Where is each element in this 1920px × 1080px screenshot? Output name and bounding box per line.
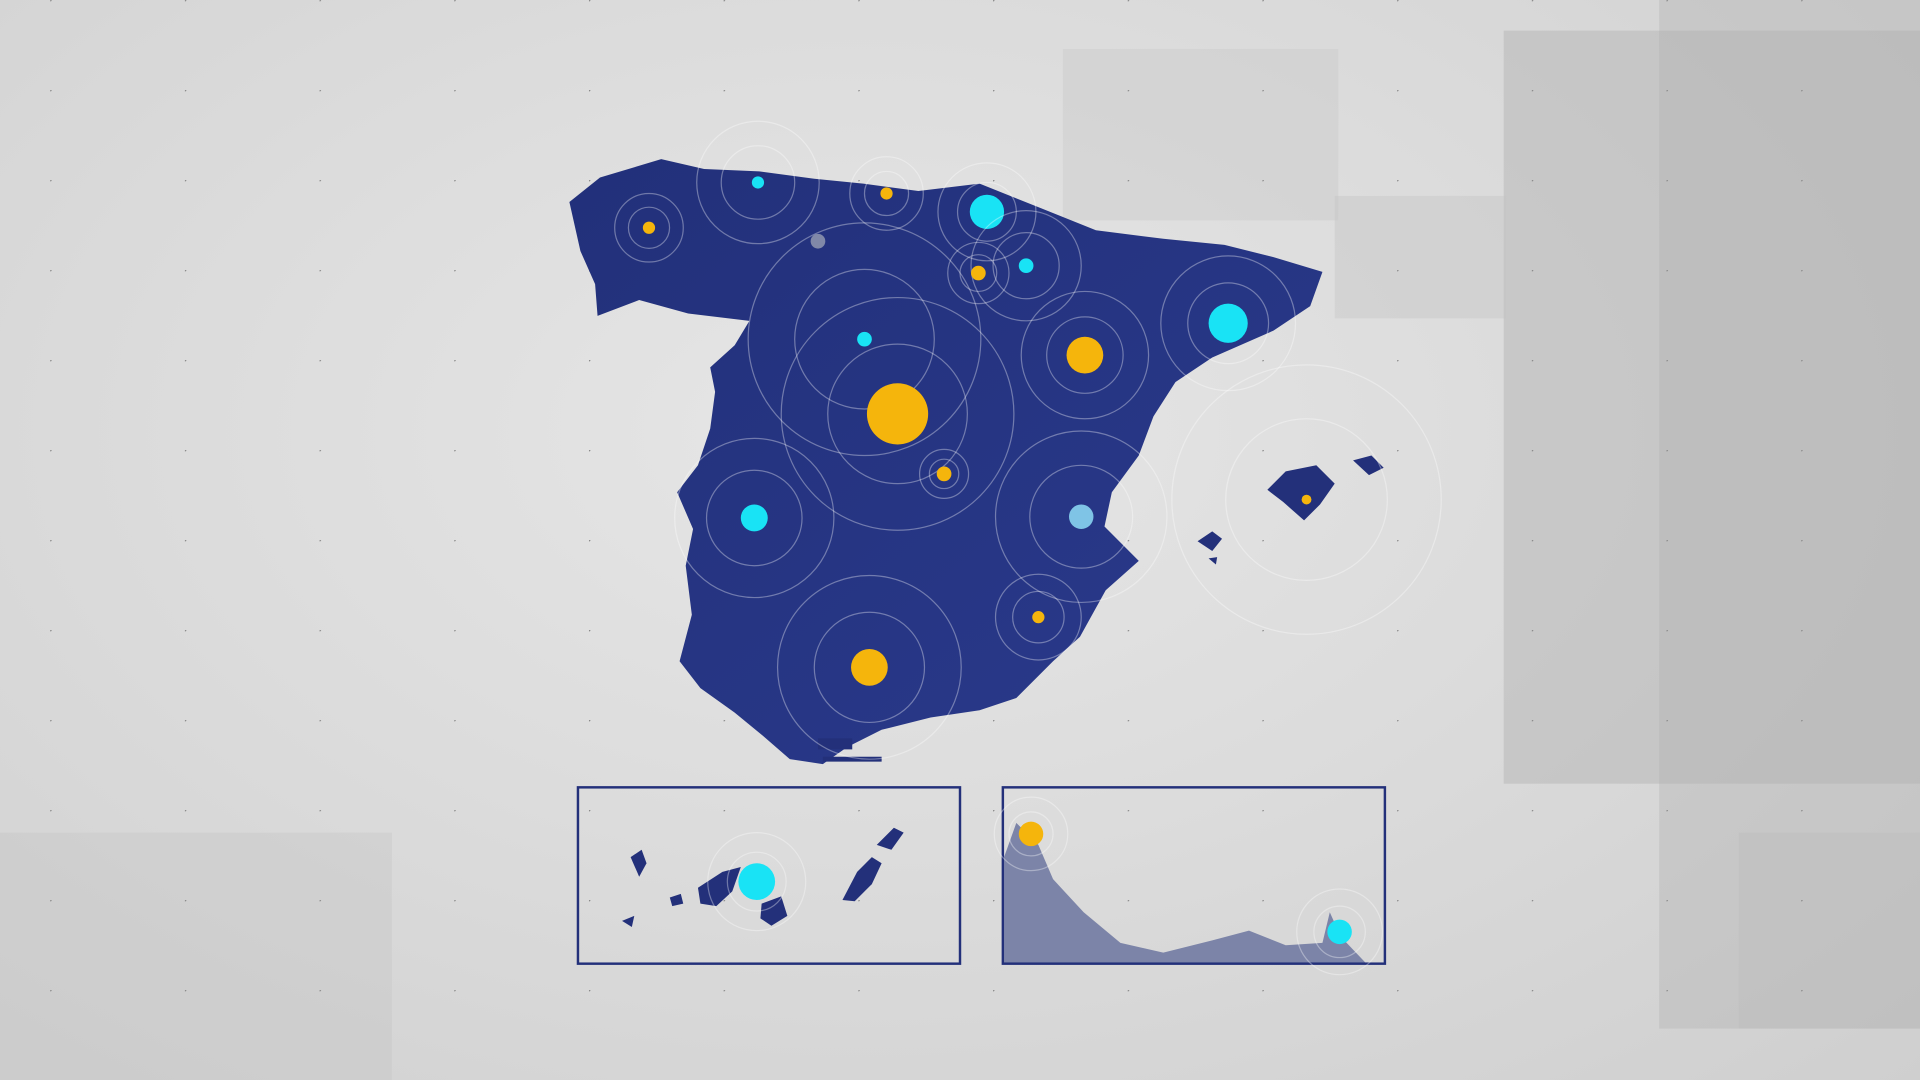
marker-ring: [720, 145, 796, 220]
map-marker-cyan: [1327, 919, 1352, 945]
marker-ring: [1313, 905, 1366, 959]
marker-ring: [813, 611, 926, 724]
map-marker-cyan: [738, 863, 776, 900]
map-marker-orange: [1066, 336, 1104, 374]
marker-ring: [747, 222, 982, 457]
map-marker-cyan: [1018, 258, 1034, 274]
marker-ring: [863, 170, 910, 217]
map-marker-orange: [880, 187, 893, 200]
marker-ring: [674, 437, 835, 599]
map-marker-lightblue: [1068, 504, 1094, 529]
marker-ring: [1008, 811, 1054, 857]
map-marker-cyan: [969, 194, 1005, 229]
map-marker-orange: [851, 648, 888, 686]
marker-ring: [705, 469, 803, 567]
marker-ring: [1171, 364, 1442, 635]
map-marker-orange: [866, 383, 929, 445]
marker-ring: [959, 254, 998, 293]
map-marker-orange: [1032, 611, 1045, 624]
map-marker-orange: [936, 466, 952, 482]
map-marker-cyan: [857, 331, 872, 347]
marker-ring: [947, 241, 1010, 305]
marker-ring: [937, 162, 1037, 262]
marker-ring: [794, 268, 935, 410]
map-marker-cyan: [751, 176, 765, 189]
canary-islands-inset: [576, 786, 962, 965]
marker-ring: [918, 448, 970, 499]
map-marker-orange: [971, 265, 986, 281]
marker-ring: [993, 796, 1069, 872]
marker-ring: [1187, 282, 1270, 365]
marker-ring: [994, 573, 1082, 661]
marker-ring: [1225, 418, 1388, 582]
marker-ring: [1160, 255, 1297, 392]
marker-ring: [696, 120, 820, 245]
map-marker-orange: [1301, 494, 1312, 505]
map-marker-orange: [1018, 821, 1044, 847]
marker-ring: [1029, 464, 1134, 569]
marker-ring: [956, 181, 1017, 242]
marker-ring: [707, 832, 807, 932]
balearic-islands: [1197, 455, 1384, 565]
marker-ring: [928, 458, 960, 490]
map-marker-cyan: [740, 504, 768, 532]
marker-ring: [992, 232, 1060, 300]
marker-ring: [1296, 888, 1384, 976]
marker-ring: [994, 430, 1168, 604]
marker-ring: [1012, 590, 1065, 644]
marker-ring: [614, 192, 684, 263]
marker-ring: [827, 343, 968, 485]
marker-ring: [970, 210, 1082, 322]
mainland-spain: [569, 159, 1323, 765]
marker-ring: [776, 574, 962, 760]
marker-ring: [726, 851, 787, 912]
map-marker-orange: [642, 221, 656, 234]
map-markers: [614, 120, 1442, 976]
marker-ring: [849, 156, 924, 231]
marker-ring: [627, 206, 671, 249]
marker-ring: [1046, 316, 1124, 394]
marker-ring: [780, 296, 1015, 531]
map-marker-cyan: [1208, 303, 1248, 343]
map-marker-grey: [810, 233, 826, 249]
ceuta-melilla-inset: [1001, 786, 1387, 965]
marker-ring: [1020, 290, 1150, 420]
